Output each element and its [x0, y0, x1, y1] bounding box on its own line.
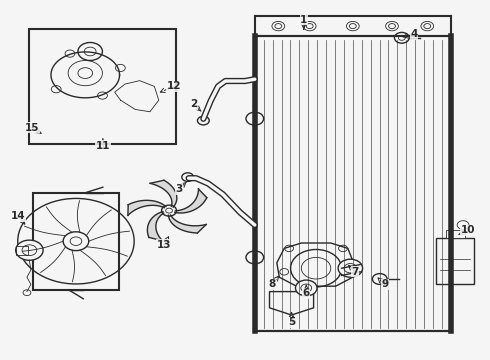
Text: 1: 1: [300, 15, 307, 25]
Circle shape: [303, 22, 316, 31]
Text: 6: 6: [303, 288, 310, 298]
Polygon shape: [150, 180, 177, 207]
Bar: [255, 36, 451, 331]
Text: 8: 8: [269, 279, 275, 289]
Circle shape: [182, 173, 194, 181]
Circle shape: [16, 240, 43, 260]
Text: 15: 15: [24, 123, 39, 133]
Circle shape: [457, 221, 469, 229]
Circle shape: [162, 205, 176, 216]
Text: 10: 10: [461, 225, 475, 235]
Circle shape: [295, 280, 317, 296]
Bar: [33, 193, 119, 290]
Polygon shape: [147, 212, 164, 241]
Text: 11: 11: [96, 141, 110, 151]
Circle shape: [338, 259, 363, 277]
Bar: [446, 230, 465, 238]
Circle shape: [421, 22, 434, 31]
Text: 9: 9: [381, 279, 388, 289]
Circle shape: [197, 116, 209, 125]
Text: 13: 13: [157, 240, 172, 250]
Circle shape: [291, 249, 342, 287]
Text: 4: 4: [410, 29, 418, 39]
Bar: [16, 246, 28, 255]
Text: 3: 3: [175, 184, 182, 194]
Bar: [436, 238, 474, 284]
Text: 5: 5: [288, 317, 295, 327]
Text: 2: 2: [190, 99, 197, 109]
Polygon shape: [169, 215, 206, 233]
Circle shape: [386, 22, 398, 31]
Polygon shape: [175, 189, 207, 213]
Circle shape: [372, 274, 387, 284]
Text: 12: 12: [167, 81, 181, 91]
Circle shape: [246, 112, 264, 125]
Text: 7: 7: [351, 267, 359, 277]
Circle shape: [272, 22, 285, 31]
Polygon shape: [128, 200, 166, 215]
Circle shape: [346, 22, 359, 31]
Bar: [29, 29, 176, 144]
Circle shape: [246, 251, 264, 264]
Text: 14: 14: [11, 211, 26, 221]
Circle shape: [394, 32, 409, 43]
